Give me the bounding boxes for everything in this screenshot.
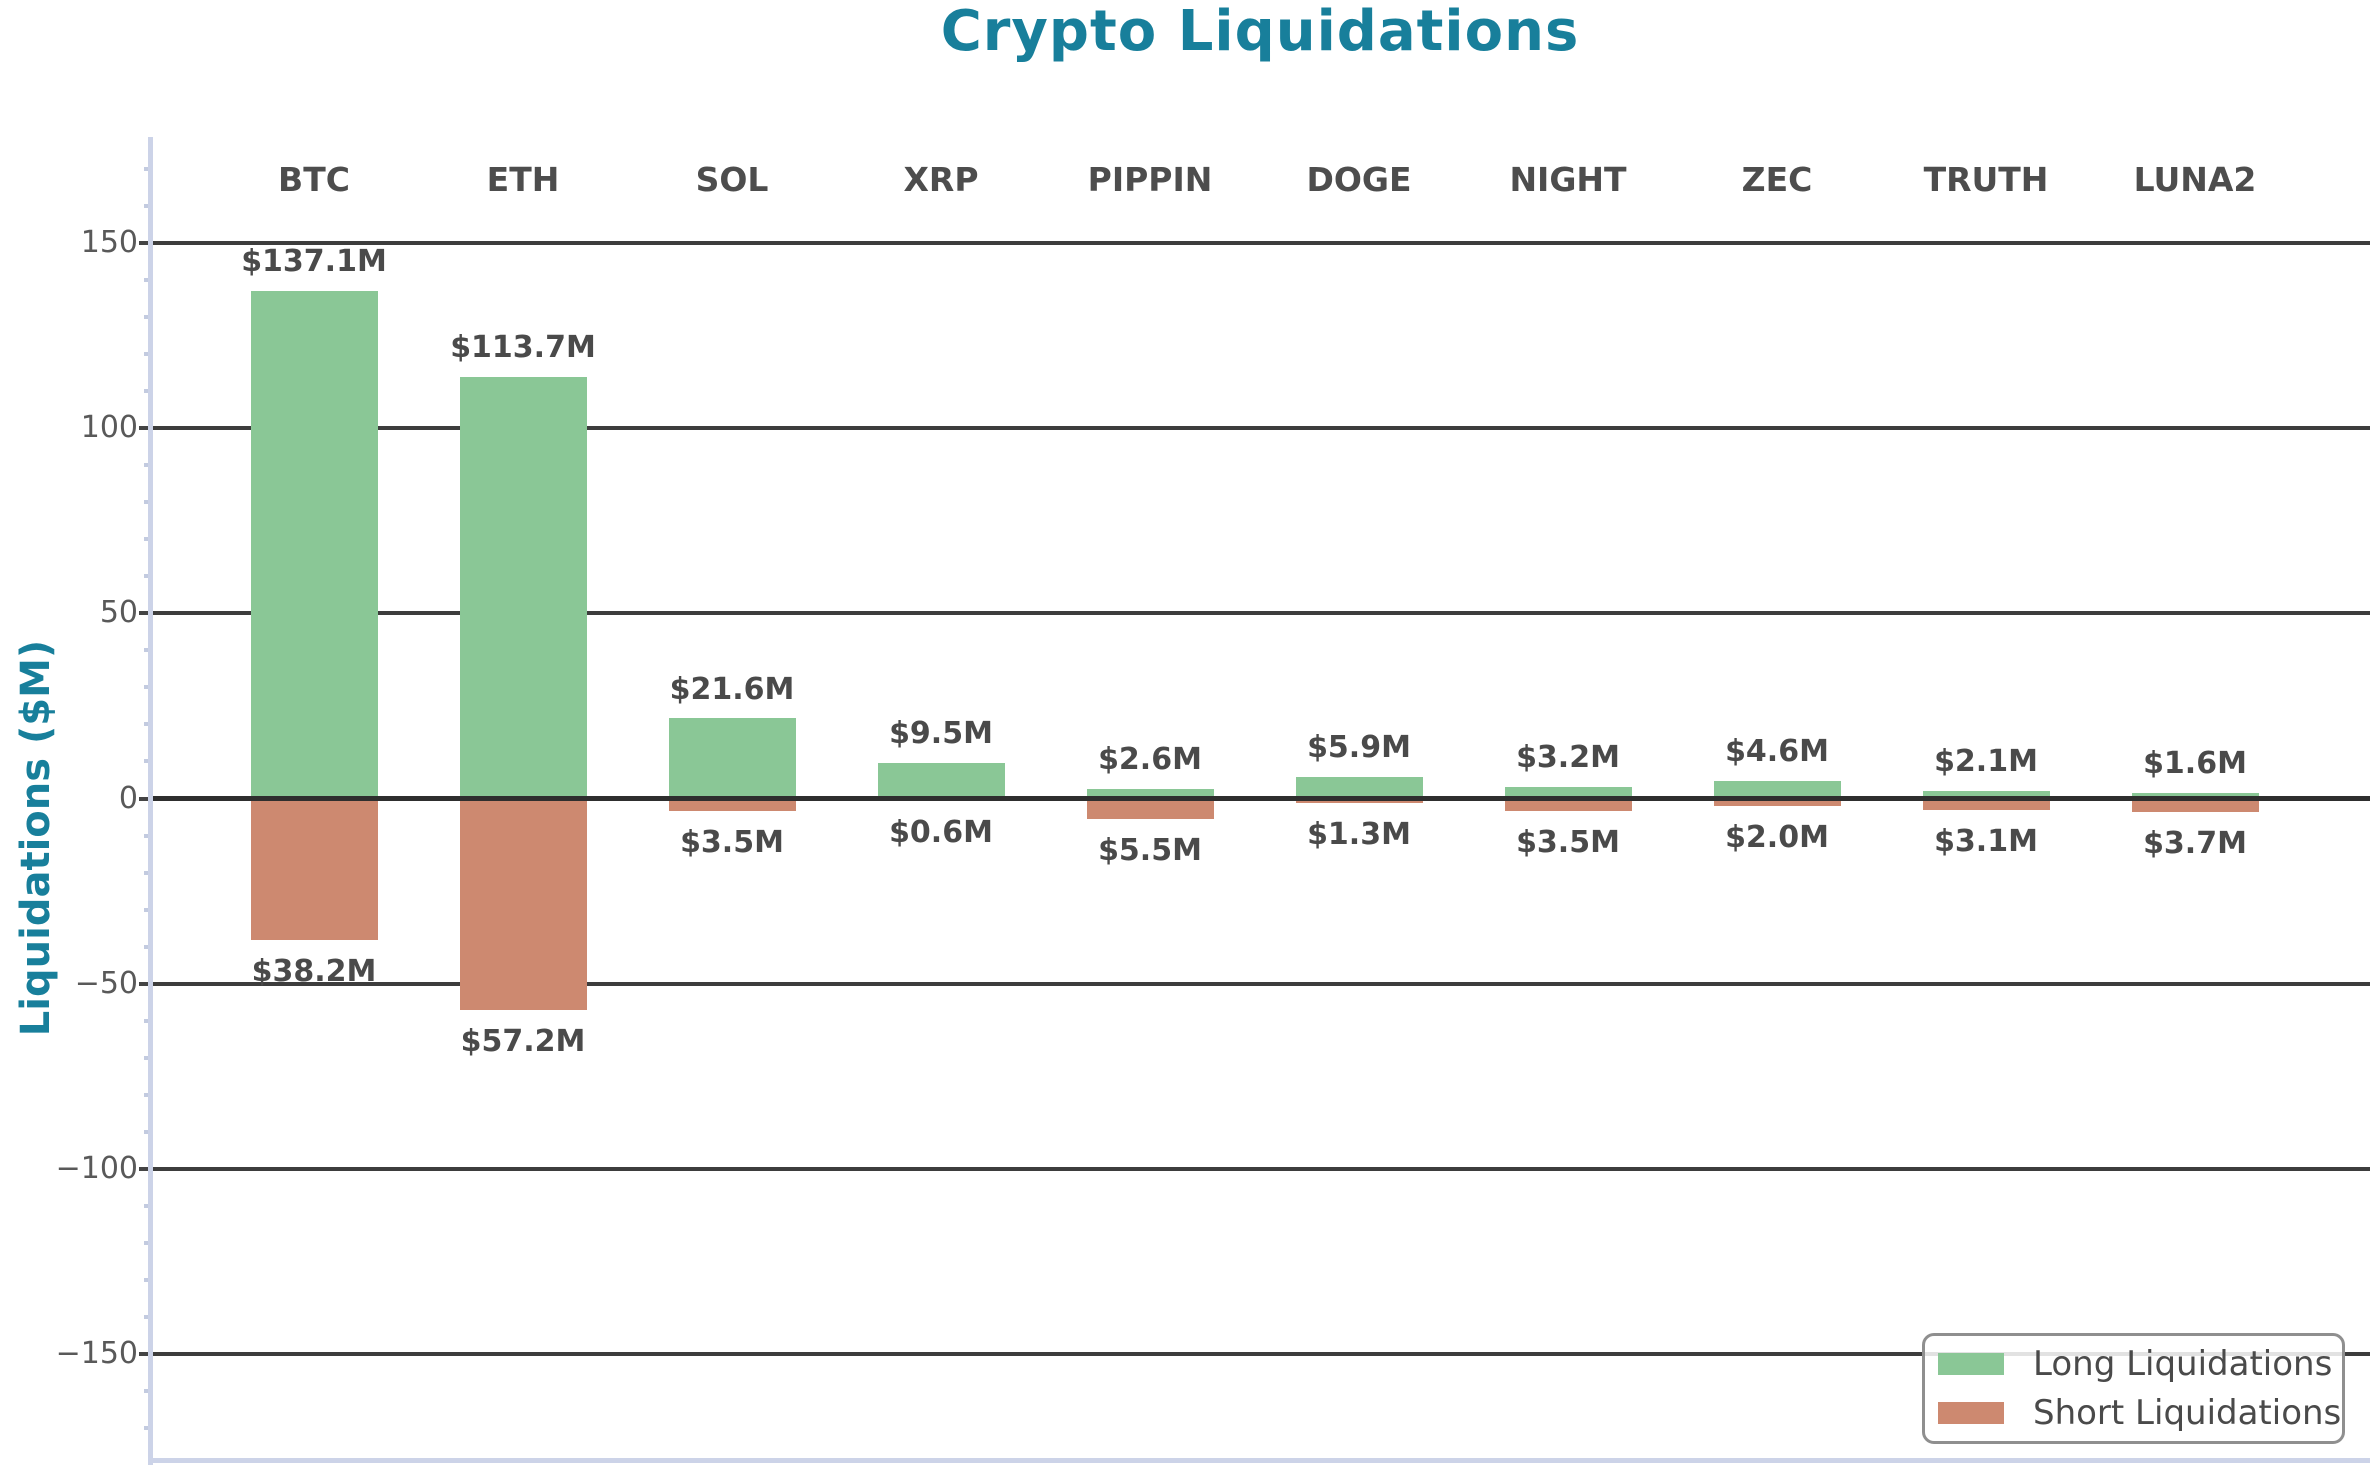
bar-short-night — [1504, 798, 1632, 812]
bar-value-short: $0.6M — [889, 814, 993, 850]
bar-long-sol — [668, 718, 796, 799]
y-tick-label: −150 — [55, 1336, 138, 1372]
bar-value-long: $113.7M — [450, 330, 596, 366]
bar-value-long: $2.6M — [1098, 741, 1202, 777]
gridline — [153, 1166, 2370, 1171]
bar-value-short: $3.7M — [2143, 826, 2247, 862]
category-label: ZEC — [1741, 160, 1813, 199]
legend-label-short: Short Liquidations — [2033, 1393, 2342, 1433]
chart-title: Crypto Liquidations — [940, 0, 1580, 64]
bar-value-short: $1.3M — [1307, 817, 1411, 853]
bar-long-btc — [250, 290, 378, 799]
bottom-spine — [148, 1458, 2370, 1463]
y-tick-label: 150 — [80, 224, 138, 260]
bar-value-short: $3.5M — [680, 825, 784, 861]
legend: Long Liquidations Short Liquidations — [1922, 1333, 2345, 1444]
bar-value-long: $137.1M — [241, 243, 387, 279]
y-tick-label: −100 — [55, 1150, 138, 1186]
gridline — [153, 240, 2370, 245]
y-major-tick — [139, 981, 149, 986]
gridline — [153, 611, 2370, 616]
bar-value-short: $2.0M — [1725, 819, 1829, 855]
bar-short-luna2 — [2131, 798, 2259, 813]
category-label: SOL — [695, 160, 769, 199]
y-major-tick — [139, 1166, 149, 1171]
category-label: BTC — [278, 160, 350, 199]
bar-short-btc — [250, 798, 378, 940]
legend-swatch-short-icon — [1938, 1402, 2004, 1424]
legend-label-long: Long Liquidations — [2033, 1344, 2333, 1384]
y-tick-label: −50 — [74, 965, 138, 1001]
legend-swatch-long-icon — [1938, 1353, 2004, 1375]
gridline — [153, 981, 2370, 986]
bar-value-short: $3.1M — [1934, 823, 2038, 859]
bar-short-truth — [1922, 798, 2050, 810]
bar-long-zec — [1713, 781, 1841, 799]
bar-value-long: $21.6M — [669, 671, 795, 707]
gridline — [153, 1352, 2370, 1357]
zero-gridline — [153, 796, 2370, 801]
bar-value-long: $4.6M — [1725, 734, 1829, 770]
legend-item-short: Short Liquidations — [1938, 1393, 2341, 1433]
bar-value-short: $38.2M — [251, 953, 377, 989]
bar-value-long: $9.5M — [889, 716, 993, 752]
bar-long-pippin — [1086, 788, 1214, 799]
bar-value-long: $5.9M — [1307, 729, 1411, 765]
y-major-tick — [139, 426, 149, 431]
bar-value-short: $5.5M — [1098, 832, 1202, 868]
category-label: DOGE — [1306, 160, 1412, 199]
y-major-tick — [139, 240, 149, 245]
category-label: PIPPIN — [1087, 160, 1213, 199]
y-tick-label: 100 — [80, 410, 138, 446]
legend-item-long: Long Liquidations — [1938, 1344, 2332, 1384]
category-label: NIGHT — [1509, 160, 1627, 199]
category-label: XRP — [903, 160, 979, 199]
plot-area: BTC $137.1M $38.2M ETH $113.7M $57.2M SOL $21.6… — [153, 137, 2370, 1460]
y-tick-label: 0 — [118, 780, 138, 816]
bar-long-luna2 — [2131, 792, 2259, 799]
bar-short-eth — [459, 798, 587, 1011]
bar-value-long: $2.1M — [1934, 743, 2038, 779]
bar-value-short: $3.5M — [1516, 825, 1620, 861]
y-major-tick — [139, 1352, 149, 1357]
y-major-tick — [139, 611, 149, 616]
category-label: TRUTH — [1923, 160, 2049, 199]
bar-value-long: $3.2M — [1516, 739, 1620, 775]
y-major-tick — [139, 796, 149, 801]
gridline — [153, 426, 2370, 431]
bar-long-truth — [1922, 790, 2050, 799]
bar-long-night — [1504, 786, 1632, 799]
bar-value-long: $1.6M — [2143, 745, 2247, 781]
bar-long-eth — [459, 377, 587, 799]
bar-long-xrp — [877, 763, 1005, 799]
category-label: ETH — [486, 160, 560, 199]
bar-long-doge — [1295, 776, 1423, 799]
left-spine — [148, 137, 153, 1465]
bar-short-sol — [668, 798, 796, 812]
bar-value-short: $57.2M — [460, 1024, 586, 1060]
y-tick-label: 50 — [99, 595, 138, 631]
bar-short-pippin — [1086, 798, 1214, 819]
category-label: LUNA2 — [2133, 160, 2257, 199]
bar-short-zec — [1713, 798, 1841, 806]
